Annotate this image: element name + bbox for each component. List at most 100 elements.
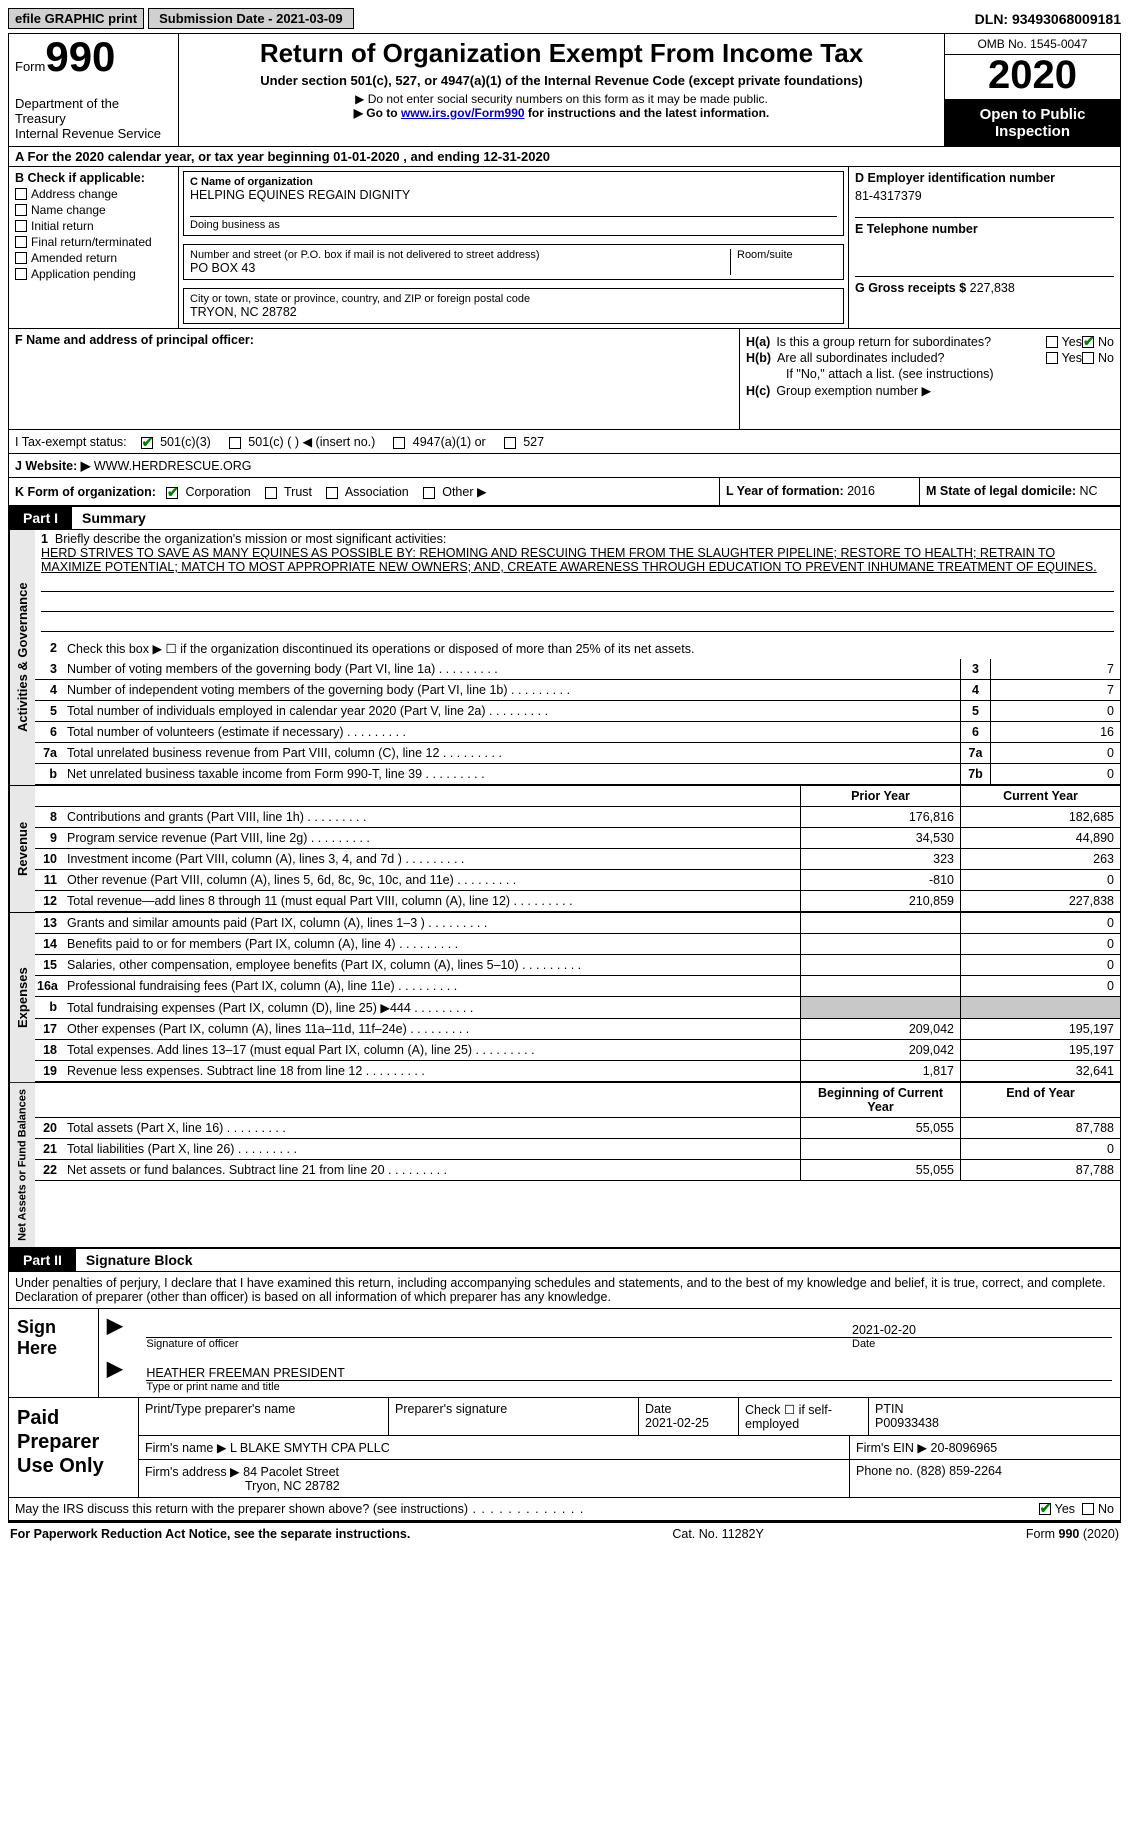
k-checkbox-3[interactable] [423,487,435,499]
l-val: 2016 [847,484,875,498]
yes2: Yes [1062,351,1082,365]
g-val: 227,838 [970,281,1015,295]
b-check-2: Initial return [15,219,172,233]
col-b: B Check if applicable: Address changeNam… [9,167,179,328]
firm-label: Firm's name ▶ [145,1441,226,1455]
officer-name: HEATHER FREEMAN PRESIDENT [146,1366,344,1380]
line-22: 22Net assets or fund balances. Subtract … [35,1160,1120,1181]
line-17: 17Other expenses (Part IX, column (A), l… [35,1019,1120,1040]
gov-line-4: 4Number of independent voting members of… [35,680,1120,701]
header-right-box: OMB No. 1545-0047 2020 Open to Public In… [945,34,1120,146]
k-label: K Form of organization: [15,485,156,499]
open-public: Open to Public Inspection [945,100,1120,146]
irs-link[interactable]: www.irs.gov/Form990 [401,106,525,120]
prep-ptin: P00933438 [875,1416,939,1430]
hb-note: If "No," attach a list. (see instruction… [786,367,1114,381]
line1-num: 1 [41,532,48,546]
b-check-1: Name change [15,203,172,217]
ha-text: Is this a group return for subordinates? [776,335,1045,349]
side-revenue: Revenue [9,786,35,912]
b-checkbox-3[interactable] [15,236,27,248]
line-11: 11Other revenue (Part VIII, column (A), … [35,870,1120,891]
gov-line-3: 3Number of voting members of the governi… [35,659,1120,680]
m-val: NC [1080,484,1098,498]
b-check-5: Application pending [15,267,172,281]
gov-line-6: 6Total number of volunteers (estimate if… [35,722,1120,743]
tax-year: 2020 [945,55,1120,100]
dba-label: Doing business as [190,219,837,231]
mission-lead: Briefly describe the organization's miss… [55,532,446,546]
sig-officer-label: Signature of officer [146,1338,832,1350]
line-16a: 16aProfessional fundraising fees (Part I… [35,976,1120,997]
k-checkbox-1[interactable] [265,487,277,499]
website-val: WWW.HERDRESCUE.ORG [94,459,252,473]
firm-addr-label: Firm's address ▶ [145,1465,240,1479]
ha-no-checkbox[interactable] [1082,336,1094,348]
efile-button[interactable]: efile GRAPHIC print [8,8,144,29]
sign-arrow-icon: ▶ [107,1313,122,1350]
firm-ein-label: Firm's EIN ▶ [856,1441,927,1455]
e-label: E Telephone number [855,217,1114,236]
footer-mid: Cat. No. 11282Y [672,1527,764,1541]
i-checkbox-1[interactable] [229,437,241,449]
goto-pre: ▶ Go to [354,106,401,120]
line-b: bTotal fundraising expenses (Part IX, co… [35,997,1120,1019]
b-checkbox-2[interactable] [15,220,27,232]
firm-addr2: Tryon, NC 28782 [245,1479,340,1493]
ha-yes-checkbox[interactable] [1046,336,1058,348]
hb-label: H(b) [746,351,771,365]
b-checkbox-4[interactable] [15,252,27,264]
sign-here-label: Sign Here [9,1309,99,1397]
l-label: L Year of formation: [726,484,844,498]
prep-h4: Check ☐ if self-employed [739,1398,869,1435]
footer-right: Form 990 (2020) [1026,1527,1119,1541]
hb-yes-checkbox[interactable] [1046,352,1058,364]
m-label: M State of legal domicile: [926,484,1076,498]
paid-preparer-label: Paid Preparer Use Only [9,1398,139,1497]
ein-val: 81-4317379 [855,189,1114,203]
beg-year-hdr: Beginning of Current Year [800,1083,960,1117]
city-val: TRYON, NC 28782 [190,305,837,319]
return-title: Return of Organization Exempt From Incom… [187,38,936,69]
phone-label: Phone no. [856,1464,913,1478]
part1-tab: Part I [9,507,72,529]
b-checkbox-5[interactable] [15,268,27,280]
header-title-box: Return of Organization Exempt From Incom… [179,34,945,146]
phone-val: (828) 859-2264 [916,1464,1001,1478]
line-13: 13Grants and similar amounts paid (Part … [35,913,1120,934]
b-checkbox-0[interactable] [15,188,27,200]
omb-text: OMB No. 1545-0047 [945,34,1120,55]
side-netassets: Net Assets or Fund Balances [9,1083,35,1247]
sign-date: 2021-02-20 [852,1323,1112,1337]
prep-date: 2021-02-25 [645,1416,709,1430]
k-checkbox-0[interactable] [166,487,178,499]
prep-h5: PTIN [875,1402,903,1416]
discuss-yes-checkbox[interactable] [1039,1503,1051,1515]
i-checkbox-3[interactable] [504,437,516,449]
j-label: J Website: ▶ [15,459,90,473]
line-20: 20Total assets (Part X, line 16)55,05587… [35,1118,1120,1139]
sig-declaration: Under penalties of perjury, I declare th… [9,1272,1120,1309]
b-checkbox-1[interactable] [15,204,27,216]
side-governance: Activities & Governance [9,530,35,785]
prior-year-hdr: Prior Year [800,786,960,806]
hc-label: H(c) [746,384,770,398]
i-checkbox-2[interactable] [393,437,405,449]
discuss-no-checkbox[interactable] [1082,1503,1094,1515]
prep-h1: Print/Type preparer's name [139,1398,389,1435]
hb-no-checkbox[interactable] [1082,352,1094,364]
header-sub2: ▶ Do not enter social security numbers o… [187,92,936,106]
gov-line-b: bNet unrelated business taxable income f… [35,764,1120,785]
line-21: 21Total liabilities (Part X, line 26)0 [35,1139,1120,1160]
d-label: D Employer identification number [855,171,1114,185]
i-checkbox-0[interactable] [141,437,153,449]
prep-h2: Preparer's signature [389,1398,639,1435]
line-12: 12Total revenue—add lines 8 through 11 (… [35,891,1120,912]
curr-year-hdr: Current Year [960,786,1120,806]
firm-ein: 20-8096965 [931,1441,998,1455]
gov-line-5: 5Total number of individuals employed in… [35,701,1120,722]
part2-title: Signature Block [76,1252,193,1268]
k-checkbox-2[interactable] [326,487,338,499]
discuss-text: May the IRS discuss this return with the… [15,1502,1039,1516]
submission-date-button[interactable]: Submission Date - 2021-03-09 [148,8,354,29]
